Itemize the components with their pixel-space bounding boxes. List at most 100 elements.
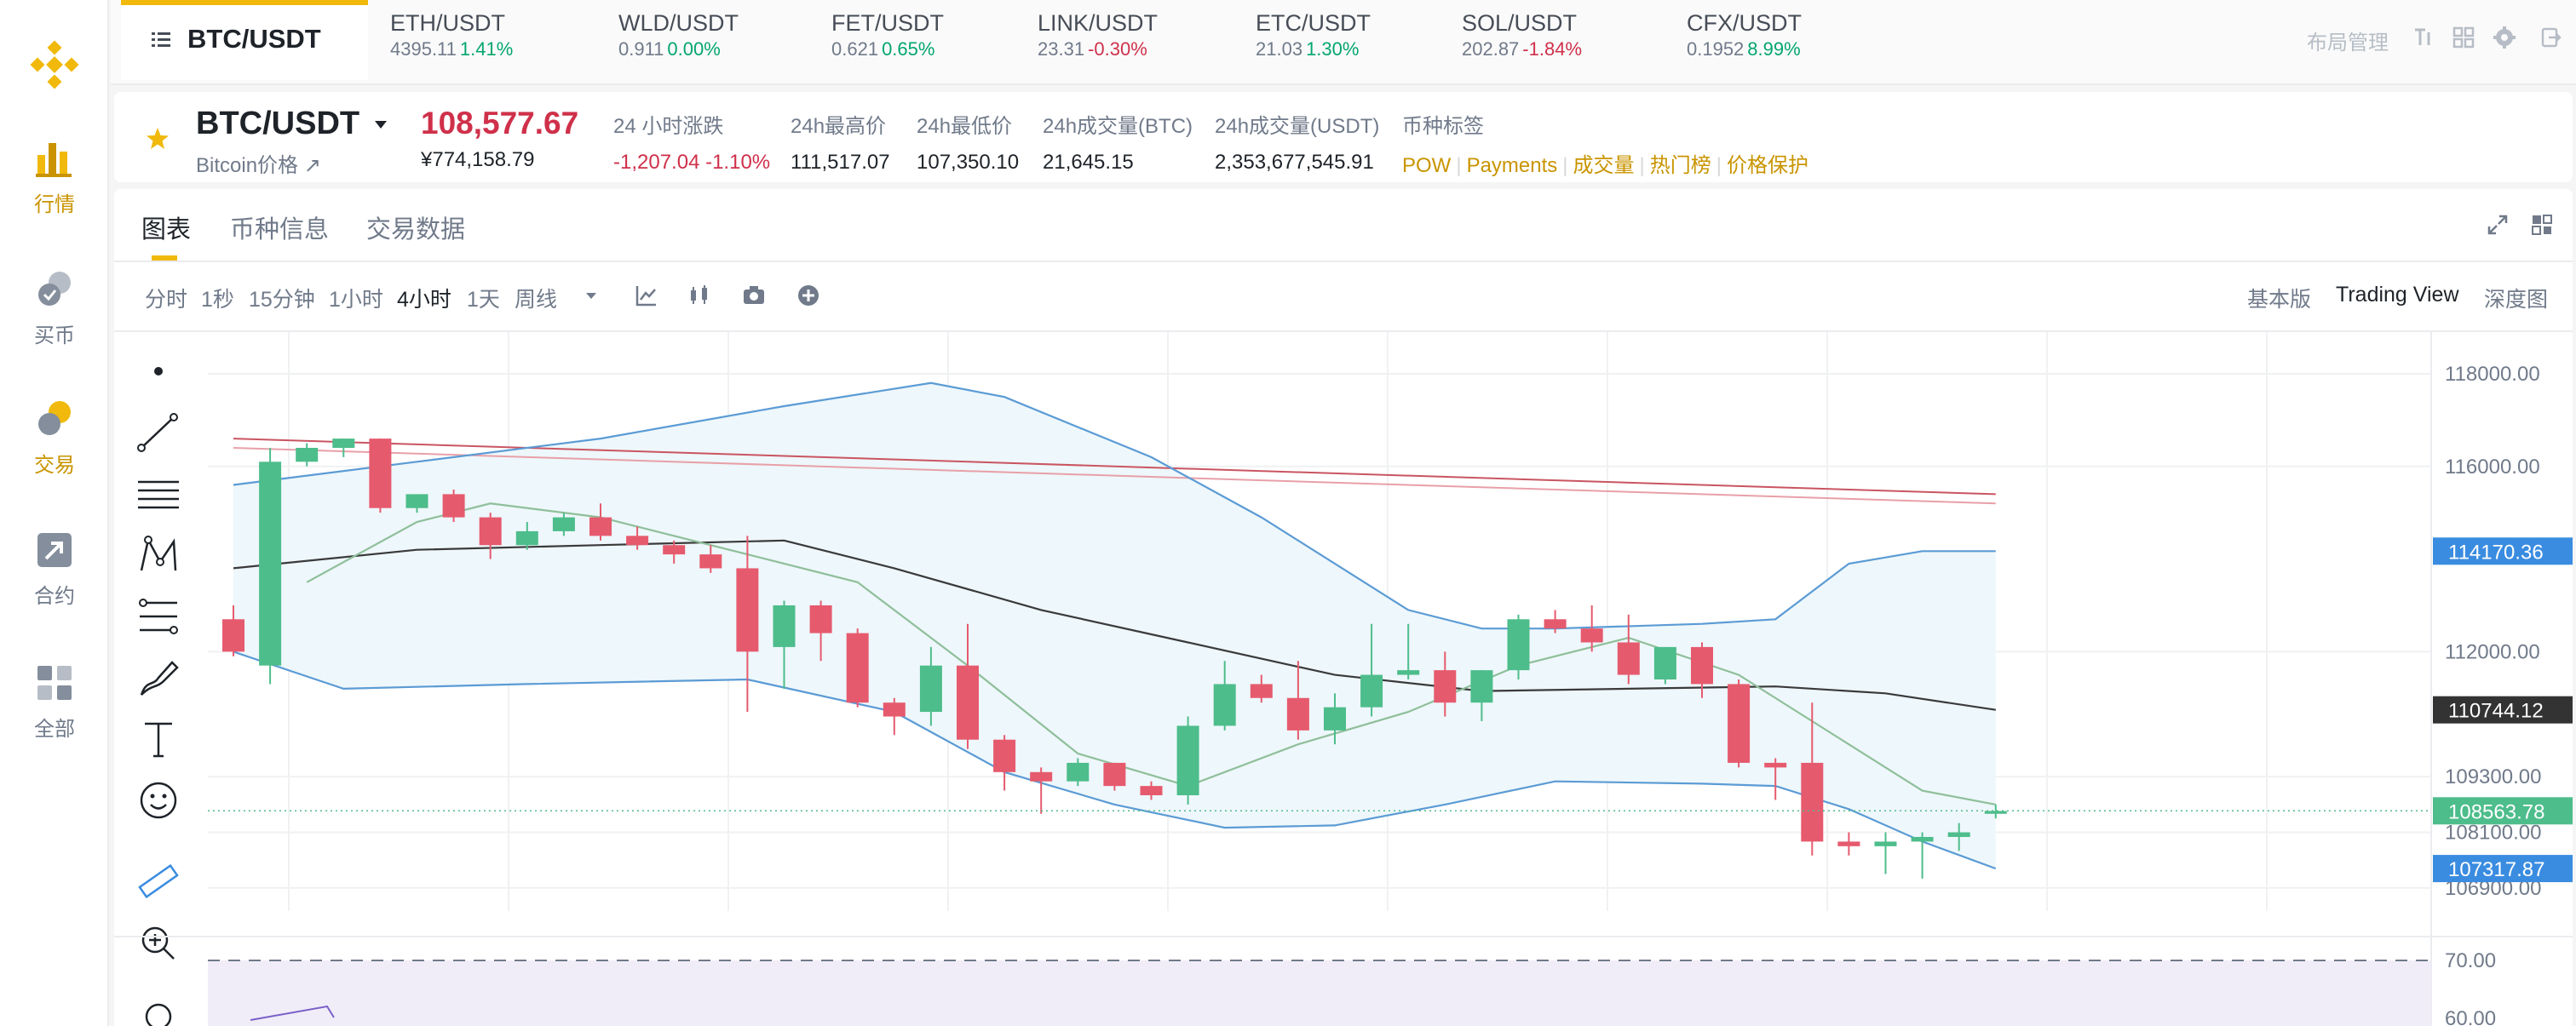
sidebar-item-all[interactable]: 全部 [0, 661, 109, 742]
horizontal-lines-icon[interactable] [135, 470, 182, 518]
chart-panel: 图表 币种信息 交易数据 分时 1秒 15分钟 1小时 4小时 1天 周线 [114, 189, 2573, 1026]
pair-tab-cfx[interactable]: CFX/USDT 0.1952 8.99% [1687, 10, 1802, 60]
pair-name: LINK/USDT [1038, 10, 1159, 36]
pair-change: 0.00% [667, 38, 721, 60]
timeframe-1h[interactable]: 1小时 [329, 288, 383, 312]
favorite-star-icon[interactable] [145, 126, 170, 152]
fib-retracement-icon[interactable] [135, 593, 182, 640]
price-chart[interactable]: 118000.00 116000.00 112000.00 109300.00 1081… [114, 332, 2573, 1026]
indicator-tick-label: 60.00 [2445, 1007, 2496, 1026]
crosshair-dot-icon[interactable] [135, 347, 182, 395]
y-axis-tick-label: 112000.00 [2445, 640, 2540, 663]
view-basic[interactable]: 基本版 [2247, 288, 2312, 312]
indicator-pane-fill [208, 960, 2431, 1026]
y-axis-tick-label: 109300.00 [2445, 765, 2541, 788]
emoji-icon[interactable] [135, 777, 182, 824]
tag-link[interactable]: Payments [1466, 154, 1558, 177]
timeframe-dropdown-caret-icon[interactable] [586, 293, 596, 299]
pair-tab-fet[interactable]: FET/USDT 0.621 0.65% [831, 10, 944, 60]
symbol-dropdown-caret-icon[interactable] [375, 121, 387, 129]
candle-body [1874, 841, 1897, 846]
pair-tab-bar: BTC/USDT ETH/USDT 4395.11 1.41% WLD/USDT … [111, 0, 2576, 85]
coin-price-link[interactable]: Bitcoin价格 ↗ [196, 154, 321, 177]
layout-manager-button[interactable]: 布局管理 [2307, 32, 2389, 54]
price-label-text: 114170.36 [2448, 541, 2544, 564]
trade-icon [38, 401, 71, 435]
candle-body [773, 605, 796, 647]
tag-link[interactable]: 热门榜 [1649, 154, 1711, 177]
candle-body [1103, 762, 1126, 787]
view-tradingview[interactable]: Trading View [2336, 283, 2459, 307]
price-label-text: 108563.78 [2448, 800, 2544, 823]
indicator-tick-label: 70.00 [2445, 949, 2496, 972]
y-axis-tick-label: 116000.00 [2445, 456, 2540, 479]
export-icon[interactable] [2539, 26, 2562, 49]
timeframe-15m[interactable]: 15分钟 [249, 288, 315, 312]
candle-body [1728, 684, 1751, 763]
screenshot-camera-icon[interactable] [741, 283, 767, 308]
pair-tab-eth[interactable]: ETH/USDT 4395.11 1.41% [390, 10, 513, 60]
indicator-line [250, 1005, 335, 1021]
ruler-measure-icon[interactable] [135, 858, 182, 906]
sidebar-item-trade[interactable]: 交易 [0, 397, 109, 478]
current-pair-tab[interactable]: BTC/USDT [121, 0, 368, 80]
text-icon[interactable] [2412, 26, 2436, 49]
grid-layout-icon[interactable] [2452, 26, 2475, 49]
add-indicator-icon[interactable] [796, 283, 821, 308]
pair-tab-link[interactable]: LINK/USDT 23.31 -0.30% [1038, 10, 1158, 60]
candle-body [919, 665, 942, 713]
candle-style-icon[interactable] [687, 283, 712, 308]
timeframe-1d[interactable]: 1天 [467, 288, 500, 312]
settings-gear-icon[interactable] [2493, 26, 2516, 49]
futures-icon [37, 533, 72, 567]
ticker-symbol[interactable]: BTC/USDT [196, 106, 360, 141]
candle-body [736, 568, 759, 652]
pair-price: 0.621 [831, 38, 879, 60]
brush-tool-icon[interactable] [135, 654, 182, 702]
pattern-tool-icon[interactable] [135, 531, 182, 579]
stat-value: -1,207.04 -1.10% [613, 151, 771, 174]
candle-body [1801, 762, 1824, 842]
ma-middle-line [233, 539, 1996, 711]
sidebar-item-market[interactable]: 行情 [0, 136, 109, 217]
sidebar-item-label: 交易 [34, 454, 75, 477]
price-label-badge [2433, 855, 2573, 883]
candle-body [1617, 642, 1640, 675]
pair-tab-etc[interactable]: ETC/USDT 21.03 1.30% [1256, 10, 1371, 60]
stat-label: 24h成交量(USDT) [1215, 115, 1380, 138]
magnet-icon[interactable] [135, 993, 182, 1026]
timeframe-4h[interactable]: 4小时 [397, 288, 451, 312]
pair-tab-sol[interactable]: SOL/USDT 202.87 -1.84% [1462, 10, 1582, 60]
stat-value: 107,350.10 [917, 151, 1020, 174]
tag-link[interactable]: 价格保护 [1726, 154, 1808, 177]
fullscreen-expand-icon[interactable] [2486, 213, 2510, 237]
active-tab-indicator [152, 255, 177, 261]
chart-layout-icon[interactable] [2530, 213, 2554, 237]
stat-24h-volume-usdt: 24h成交量(USDT) 2,353,677,545.91 [1215, 109, 1379, 175]
timeframe-1s[interactable]: 1秒 [201, 288, 234, 312]
sidebar-item-label: 行情 [34, 193, 75, 216]
stat-value: 21,645.15 [1043, 151, 1134, 174]
indicators-icon[interactable] [634, 283, 659, 308]
trend-line-icon[interactable] [135, 409, 182, 456]
ma-slow-line-secondary [233, 447, 1996, 505]
text-tool-icon[interactable] [135, 715, 182, 763]
tag-link[interactable]: 成交量 [1573, 154, 1635, 177]
sidebar-item-futures[interactable]: 合约 [0, 528, 109, 609]
tab-chart[interactable]: 图表 [141, 216, 192, 244]
y-axis-tick-label: 108100.00 [2445, 822, 2541, 845]
pair-change: 8.99% [1747, 38, 1801, 60]
pair-tab-wld[interactable]: WLD/USDT 0.911 0.00% [618, 10, 739, 60]
tab-trading-data[interactable]: 交易数据 [366, 216, 466, 244]
list-menu-icon [152, 32, 170, 47]
view-depth-chart[interactable]: 深度图 [2484, 288, 2549, 312]
stat-label: 24h最低价 [917, 115, 1013, 138]
candle-body [1580, 628, 1603, 643]
timeframe-time-sharing[interactable]: 分时 [145, 288, 188, 312]
tab-coin-info[interactable]: 币种信息 [230, 216, 330, 244]
timeframe-1w[interactable]: 周线 [515, 288, 558, 312]
binance-logo-icon[interactable] [27, 37, 82, 92]
tag-link[interactable]: POW [1402, 154, 1452, 177]
price-cny: ¥774,158.79 [421, 148, 535, 171]
sidebar-item-buy-crypto[interactable]: 买币 [0, 267, 109, 348]
